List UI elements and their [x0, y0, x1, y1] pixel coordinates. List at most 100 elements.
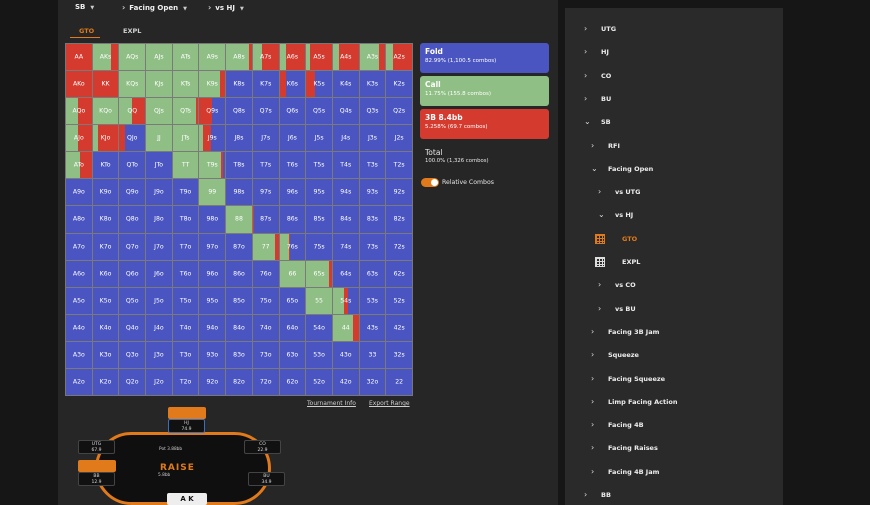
chevron-right-icon[interactable]: ›	[584, 93, 588, 103]
grid-cell-T2o[interactable]: T2o	[172, 368, 199, 395]
grid-cell-55[interactable]: 55	[306, 287, 332, 314]
grid-cell-A4s[interactable]: A4s	[332, 44, 359, 71]
grid-cell-Q6o[interactable]: Q6o	[119, 260, 146, 287]
grid-cell-94s[interactable]: 94s	[332, 179, 359, 206]
grid-cell-J9o[interactable]: J9o	[146, 179, 172, 206]
relative-combos-toggle[interactable]	[421, 178, 439, 187]
grid-cell-JTs[interactable]: JTs	[172, 125, 199, 152]
tree-node-facing-3b-jam[interactable]: Facing 3B Jam	[608, 327, 660, 336]
grid-cell-A9s[interactable]: A9s	[199, 44, 226, 71]
grid-cell-K5o[interactable]: K5o	[92, 287, 119, 314]
grid-cell-53o[interactable]: 53o	[306, 341, 332, 368]
chevron-right-icon[interactable]: ›	[591, 373, 595, 383]
grid-cell-QJs[interactable]: QJs	[146, 98, 172, 125]
grid-cell-72o[interactable]: 72o	[252, 368, 279, 395]
tree-node-vs-utg[interactable]: vs UTG	[615, 188, 641, 197]
grid-cell-97o[interactable]: 97o	[199, 233, 226, 260]
grid-cell-ATo[interactable]: ATo	[66, 152, 92, 179]
chevron-right-icon[interactable]: ›	[591, 420, 595, 430]
chevron-right-icon[interactable]: ›	[598, 280, 602, 290]
grid-cell-T7s[interactable]: T7s	[252, 152, 279, 179]
grid-cell-JTo[interactable]: JTo	[146, 152, 172, 179]
tournament-info-link[interactable]: Tournament Info	[307, 400, 356, 407]
grid-cell-Q4s[interactable]: Q4s	[332, 98, 359, 125]
chevron-right-icon[interactable]: ›	[584, 47, 588, 57]
grid-cell-J4s[interactable]: J4s	[332, 125, 359, 152]
grid-cell-83o[interactable]: 83o	[226, 341, 252, 368]
grid-cell-AQo[interactable]: AQo	[66, 98, 92, 125]
grid-cell-32s[interactable]: 32s	[386, 341, 412, 368]
grid-cell-43o[interactable]: 43o	[332, 341, 359, 368]
grid-cell-75s[interactable]: 75s	[306, 233, 332, 260]
grid-cell-T9o[interactable]: T9o	[172, 179, 199, 206]
tree-node-sb[interactable]: SB	[601, 118, 611, 127]
grid-cell-96o[interactable]: 96o	[199, 260, 226, 287]
grid-cell-J6o[interactable]: J6o	[146, 260, 172, 287]
grid-cell-T5s[interactable]: T5s	[306, 152, 332, 179]
grid-cell-K5s[interactable]: K5s	[306, 71, 332, 98]
grid-cell-66[interactable]: 66	[279, 260, 306, 287]
grid-cell-KK[interactable]: KK	[92, 71, 119, 98]
grid-cell-T8o[interactable]: T8o	[172, 206, 199, 233]
grid-cell-88[interactable]: 88	[226, 206, 252, 233]
opponent-dropdown[interactable]: › vs HJ ▼	[208, 3, 244, 12]
grid-cell-Q3s[interactable]: Q3s	[359, 98, 386, 125]
grid-cell-TT[interactable]: TT	[172, 152, 199, 179]
grid-cell-K3s[interactable]: K3s	[359, 71, 386, 98]
grid-cell-K6s[interactable]: K6s	[279, 71, 306, 98]
grid-cell-K7s[interactable]: K7s	[252, 71, 279, 98]
grid-cell-42o[interactable]: 42o	[332, 368, 359, 395]
grid-cell-K2s[interactable]: K2s	[386, 71, 412, 98]
grid-cell-86s[interactable]: 86s	[279, 206, 306, 233]
grid-cell-85s[interactable]: 85s	[306, 206, 332, 233]
grid-cell-AJs[interactable]: AJs	[146, 44, 172, 71]
grid-cell-Q8o[interactable]: Q8o	[119, 206, 146, 233]
chevron-right-icon[interactable]: ›	[598, 303, 602, 313]
grid-cell-Q2s[interactable]: Q2s	[386, 98, 412, 125]
chevron-down-icon[interactable]: ⌄	[584, 117, 591, 127]
grid-cell-T6o[interactable]: T6o	[172, 260, 199, 287]
grid-cell-J7o[interactable]: J7o	[146, 233, 172, 260]
grid-cell-73s[interactable]: 73s	[359, 233, 386, 260]
tree-node-limp-facing-action[interactable]: Limp Facing Action	[608, 397, 678, 406]
grid-cell-84o[interactable]: 84o	[226, 314, 252, 341]
grid-cell-62o[interactable]: 62o	[279, 368, 306, 395]
grid-cell-A4o[interactable]: A4o	[66, 314, 92, 341]
tree-node-facing-4b[interactable]: Facing 4B	[608, 421, 644, 430]
position-dropdown[interactable]: SB ▼	[75, 3, 95, 11]
grid-cell-82o[interactable]: 82o	[226, 368, 252, 395]
grid-cell-J8o[interactable]: J8o	[146, 206, 172, 233]
grid-cell-74o[interactable]: 74o	[252, 314, 279, 341]
grid-cell-98s[interactable]: 98s	[226, 179, 252, 206]
grid-cell-T4o[interactable]: T4o	[172, 314, 199, 341]
grid-cell-KJs[interactable]: KJs	[146, 71, 172, 98]
grid-cell-J2s[interactable]: J2s	[386, 125, 412, 152]
grid-cell-63o[interactable]: 63o	[279, 341, 306, 368]
grid-cell-95o[interactable]: 95o	[199, 287, 226, 314]
grid-cell-A3o[interactable]: A3o	[66, 341, 92, 368]
grid-cell-82s[interactable]: 82s	[386, 206, 412, 233]
grid-cell-65o[interactable]: 65o	[279, 287, 306, 314]
grid-cell-K8s[interactable]: K8s	[226, 71, 252, 98]
tree-node-vs-hj[interactable]: vs HJ	[615, 211, 634, 220]
grid-cell-Q7s[interactable]: Q7s	[252, 98, 279, 125]
scenario-dropdown[interactable]: › Facing Open ▼	[122, 3, 187, 12]
grid-cell-92o[interactable]: 92o	[199, 368, 226, 395]
chevron-right-icon[interactable]: ›	[591, 326, 595, 336]
grid-cell-QQ[interactable]: QQ	[119, 98, 146, 125]
grid-cell-J3s[interactable]: J3s	[359, 125, 386, 152]
chevron-right-icon[interactable]: ›	[591, 140, 595, 150]
grid-cell-T3o[interactable]: T3o	[172, 341, 199, 368]
grid-cell-AA[interactable]: AA	[66, 44, 92, 71]
grid-cell-Q5o[interactable]: Q5o	[119, 287, 146, 314]
chevron-right-icon[interactable]: ›	[584, 24, 588, 33]
grid-cell-73o[interactable]: 73o	[252, 341, 279, 368]
grid-cell-K6o[interactable]: K6o	[92, 260, 119, 287]
grid-cell-Q2o[interactable]: Q2o	[119, 368, 146, 395]
grid-cell-Q9o[interactable]: Q9o	[119, 179, 146, 206]
grid-cell-A5o[interactable]: A5o	[66, 287, 92, 314]
grid-cell-Q4o[interactable]: Q4o	[119, 314, 146, 341]
tab-gto[interactable]: GTO	[79, 27, 95, 35]
grid-cell-J3o[interactable]: J3o	[146, 341, 172, 368]
grid-cell-93s[interactable]: 93s	[359, 179, 386, 206]
